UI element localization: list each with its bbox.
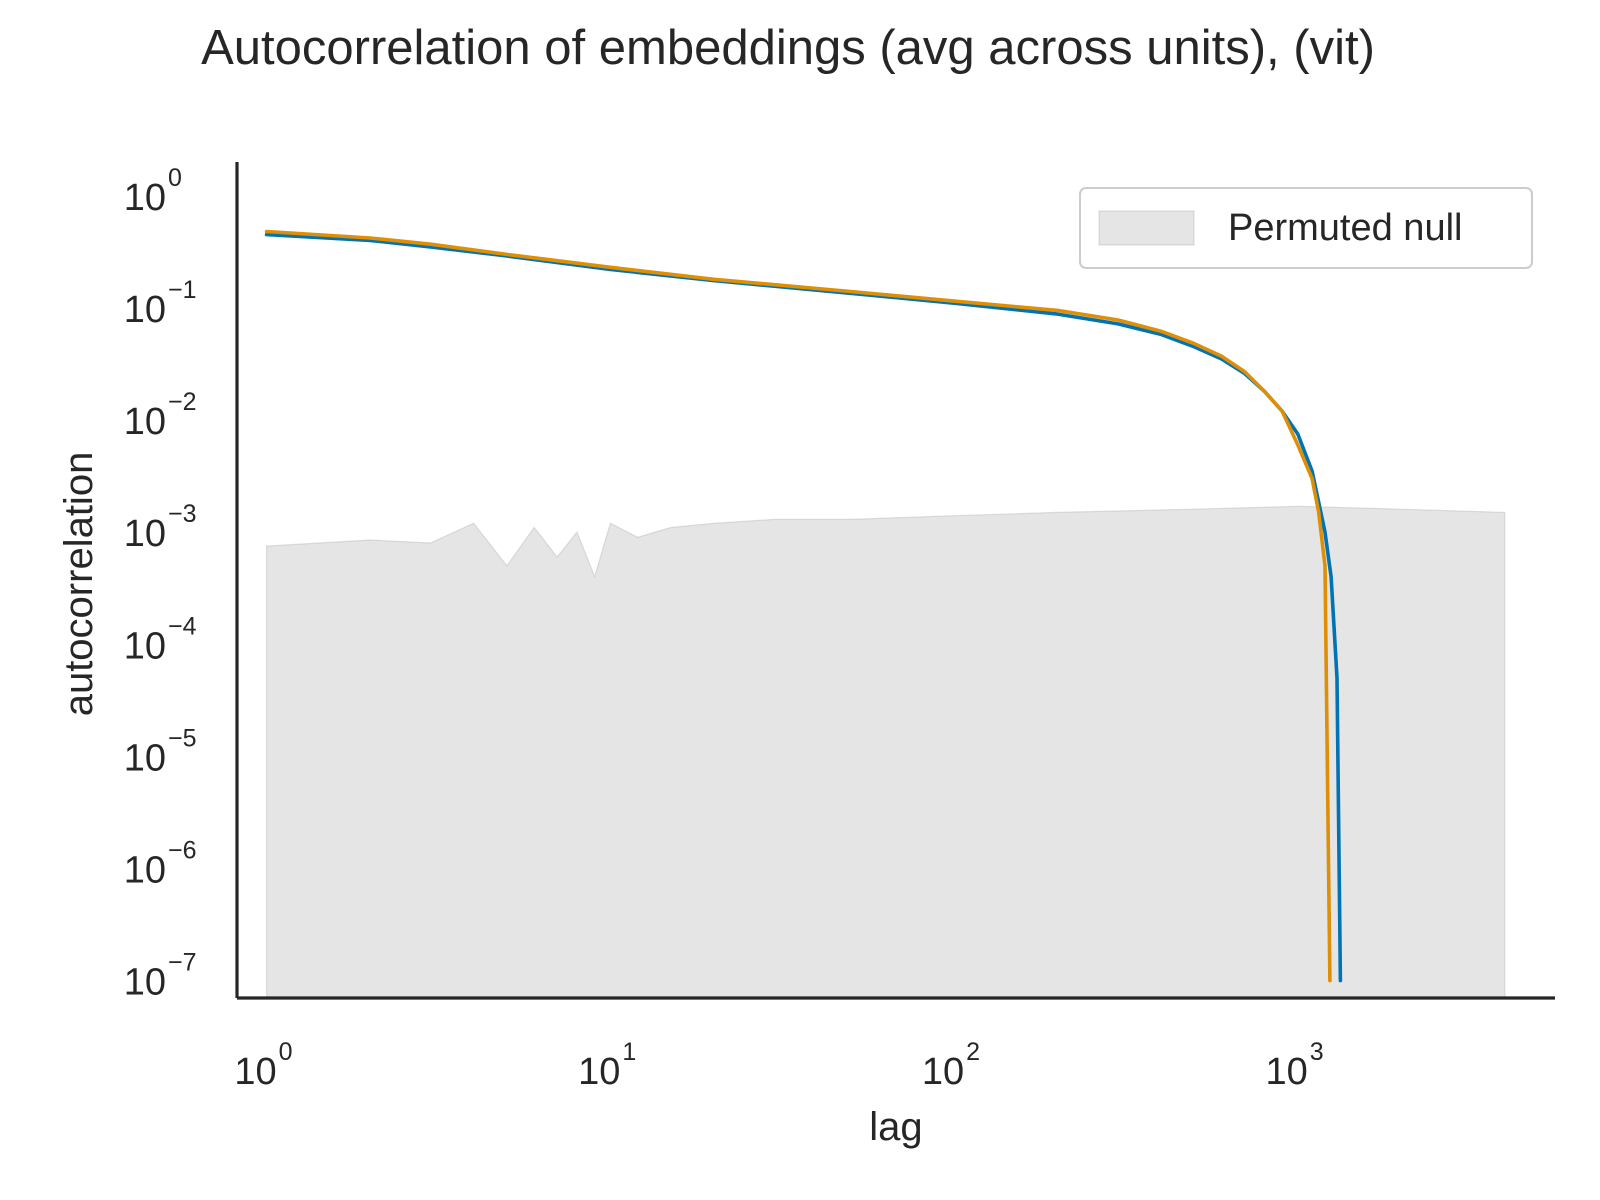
y-tick-exponent: −4	[168, 612, 197, 640]
y-tick-label: 10	[124, 289, 166, 331]
null-band-layer	[266, 505, 1506, 999]
x-tick-exponent: 3	[1310, 1038, 1324, 1066]
x-tick-labels: 10 0 10 1 10 2 10 3	[234, 1038, 1323, 1093]
series-line-1	[264, 232, 1343, 983]
series-layer	[264, 229, 1343, 983]
y-tick-label: 10	[124, 962, 166, 1004]
x-tick-exponent: 2	[966, 1038, 980, 1066]
y-tick-exponent: −6	[168, 837, 197, 865]
y-axis-label: autocorrelation	[57, 452, 101, 717]
plot-area	[264, 229, 1506, 999]
legend: Permuted null	[1079, 187, 1533, 269]
y-tick-label: 10	[124, 737, 166, 779]
legend-label-permuted-null: Permuted null	[1228, 207, 1462, 249]
y-tick-label: 10	[124, 513, 166, 555]
y-tick-exponent: 0	[168, 164, 182, 192]
chart-title: Autocorrelation of embeddings (avg acros…	[201, 21, 1375, 75]
y-tick-exponent: −7	[168, 949, 197, 977]
y-tick-exponent: −5	[168, 724, 197, 752]
y-tick-exponent: −2	[168, 388, 197, 416]
x-tick-exponent: 0	[279, 1038, 293, 1066]
x-tick-label: 10	[234, 1051, 276, 1093]
x-tick-label: 10	[922, 1051, 964, 1093]
x-tick-exponent: 1	[622, 1038, 636, 1066]
y-tick-label: 10	[124, 625, 166, 667]
legend-frame	[1079, 187, 1533, 269]
y-tick-label: 10	[124, 401, 166, 443]
x-axis-label: lag	[869, 1105, 922, 1149]
y-tick-exponent: −1	[168, 276, 197, 304]
series-line-2	[264, 229, 1332, 983]
x-tick-label: 10	[1266, 1051, 1308, 1093]
legend-swatch-permuted-null	[1098, 210, 1195, 246]
y-tick-label: 10	[124, 177, 166, 219]
y-tick-label: 10	[124, 850, 166, 892]
y-tick-exponent: −3	[168, 500, 197, 528]
x-tick-label: 10	[578, 1051, 620, 1093]
null-band-area	[266, 505, 1506, 999]
